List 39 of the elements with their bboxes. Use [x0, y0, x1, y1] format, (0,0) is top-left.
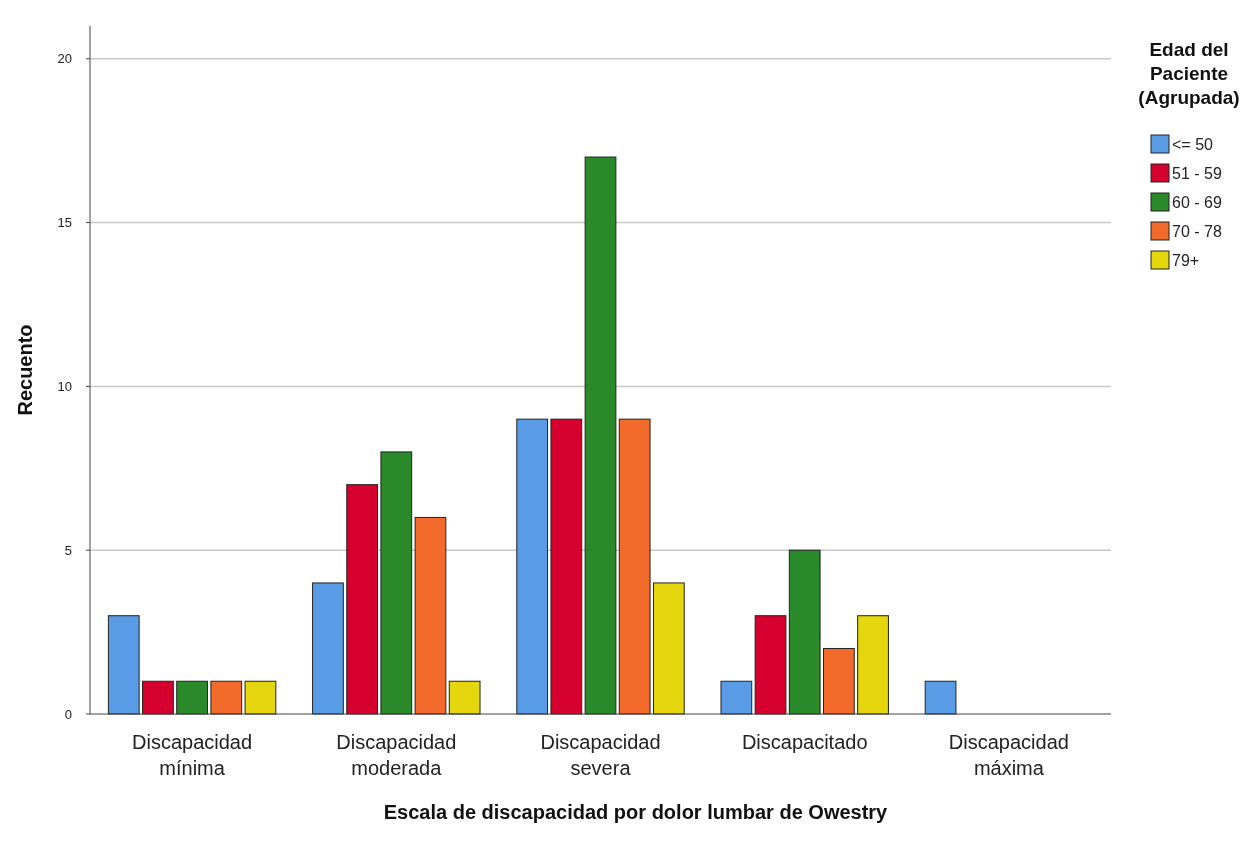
x-tick-label: Discapacidad mínima [132, 731, 253, 779]
y-tick-label: 15 [57, 215, 72, 231]
y-tick-label: 0 [64, 706, 72, 722]
bar [312, 582, 344, 715]
bar [210, 680, 243, 715]
y-tick-label: 20 [57, 51, 72, 67]
legend-label: 60 - 69 [1172, 193, 1222, 211]
legend-title: Edad del Paciente (Agrupada) [1138, 39, 1240, 108]
x-tick-label: Discapacidad moderada [336, 731, 457, 779]
y-tick-label: 10 [57, 378, 72, 394]
bar [107, 615, 140, 715]
x-tick-label: Discapacidad severa [540, 731, 661, 779]
x-tick-label: Discapacitado [741, 731, 868, 753]
legend-label: 51 - 59 [1172, 164, 1222, 182]
bar [346, 484, 379, 715]
bar [244, 680, 277, 715]
y-tick-label: 5 [64, 542, 72, 558]
legend-label: 79+ [1172, 251, 1200, 269]
bar [720, 680, 753, 715]
bar [584, 156, 617, 715]
bar [754, 615, 787, 715]
y-axis-title: Recuento [14, 324, 36, 416]
bar [652, 582, 685, 715]
bar [142, 680, 174, 715]
legend-label: <= 50 [1172, 135, 1214, 153]
bar [176, 680, 208, 715]
bar [618, 418, 651, 715]
bar [823, 647, 855, 715]
legend-label: 70 - 78 [1172, 222, 1222, 240]
bar [380, 451, 413, 715]
bar [516, 418, 549, 715]
bar [857, 615, 889, 715]
bar [924, 680, 957, 715]
bar [448, 680, 481, 715]
bar [550, 418, 583, 715]
bar [788, 549, 821, 715]
x-tick-label: Discapacidad máxima [948, 731, 1069, 779]
x-axis-title: Escala de discapacidad por dolor lumbar de Owestry [383, 801, 889, 823]
bar [414, 516, 447, 715]
